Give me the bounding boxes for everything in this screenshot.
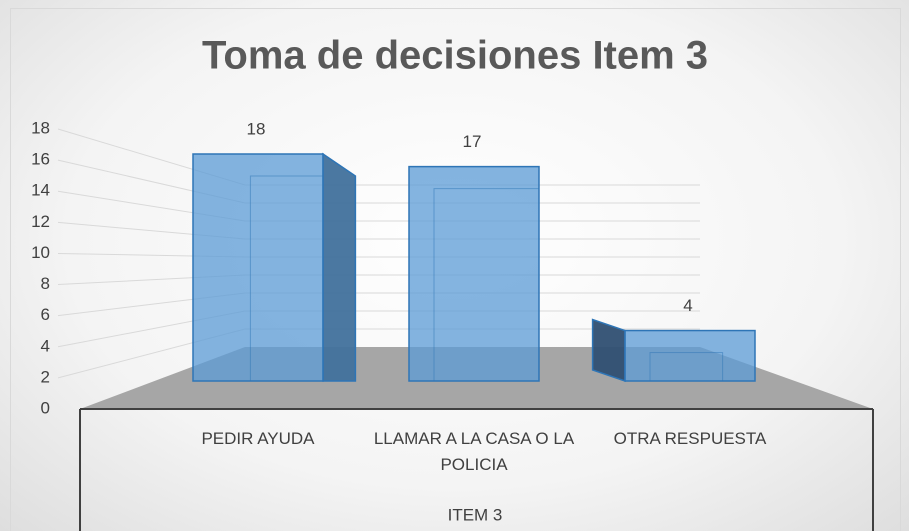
grid-line [57, 292, 700, 317]
x-tick-label: OTRA RESPUESTA [613, 429, 767, 448]
y-tick-label: 18 [31, 118, 50, 137]
grid-line [57, 274, 700, 286]
y-tick-label: 4 [41, 336, 50, 355]
y-tick-label: 10 [31, 243, 50, 262]
grid-line [57, 128, 700, 186]
x-tick-label: PEDIR AYUDA [201, 429, 315, 448]
y-tick-label: 8 [41, 274, 50, 293]
x-tick-label: LLAMAR A LA CASA O LA POLICIA [373, 429, 575, 474]
bar-front [192, 153, 324, 382]
bar-front [408, 165, 540, 382]
grid-line [57, 159, 700, 204]
bar-back-edge [649, 352, 724, 382]
chart-border [10, 8, 901, 531]
x-axis-label: ITEM 3 [448, 505, 503, 524]
y-tick-label: 12 [31, 212, 50, 231]
bar-side [322, 152, 357, 382]
bar [591, 318, 756, 383]
bar [192, 152, 357, 382]
y-tick-label: 0 [41, 398, 50, 417]
data-label: 17 [463, 132, 482, 151]
grid-line [57, 221, 700, 240]
y-tick-label: 6 [41, 305, 50, 324]
y-tick-label: 14 [31, 181, 50, 200]
bar [408, 165, 540, 382]
data-label: 18 [247, 119, 266, 138]
chart-title: Toma de decisiones Item 3 [202, 34, 708, 78]
grid-line [57, 252, 700, 258]
grid-line [57, 190, 700, 222]
bar-back-edge [249, 175, 324, 382]
bar-back-edge [433, 188, 540, 382]
bar-side [591, 318, 626, 383]
bar-front [624, 329, 756, 382]
data-label: 4 [683, 296, 692, 315]
y-tick-label: 2 [41, 367, 50, 386]
y-tick-label: 16 [31, 150, 50, 169]
